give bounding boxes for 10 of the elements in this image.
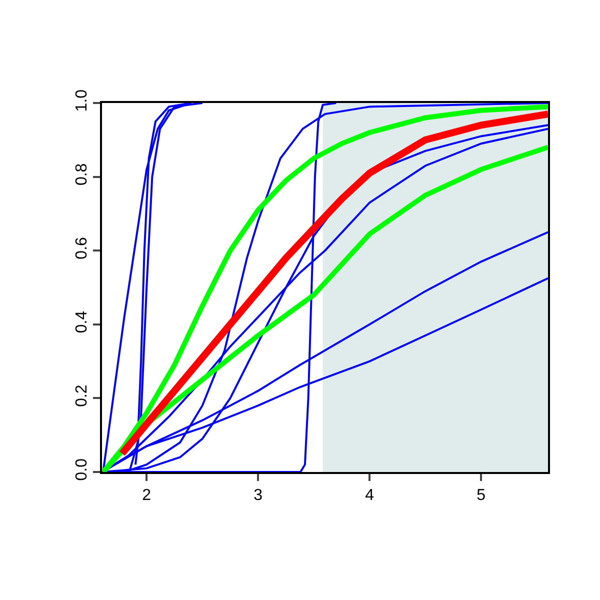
x-tick-label: 4	[365, 487, 374, 504]
y-tick-label: 0.8	[74, 163, 91, 186]
y-tick-label: 0.2	[74, 384, 91, 407]
y-tick-label: 0.0	[74, 458, 91, 481]
x-tick-label: 5	[476, 487, 486, 504]
y-tick-label: 1.0	[74, 89, 91, 112]
x-tick-label: 3	[254, 487, 263, 504]
x-tick-label: 2	[142, 487, 152, 504]
y-tick-label: 0.6	[74, 236, 91, 260]
y-tick-label: 0.4	[74, 310, 91, 334]
